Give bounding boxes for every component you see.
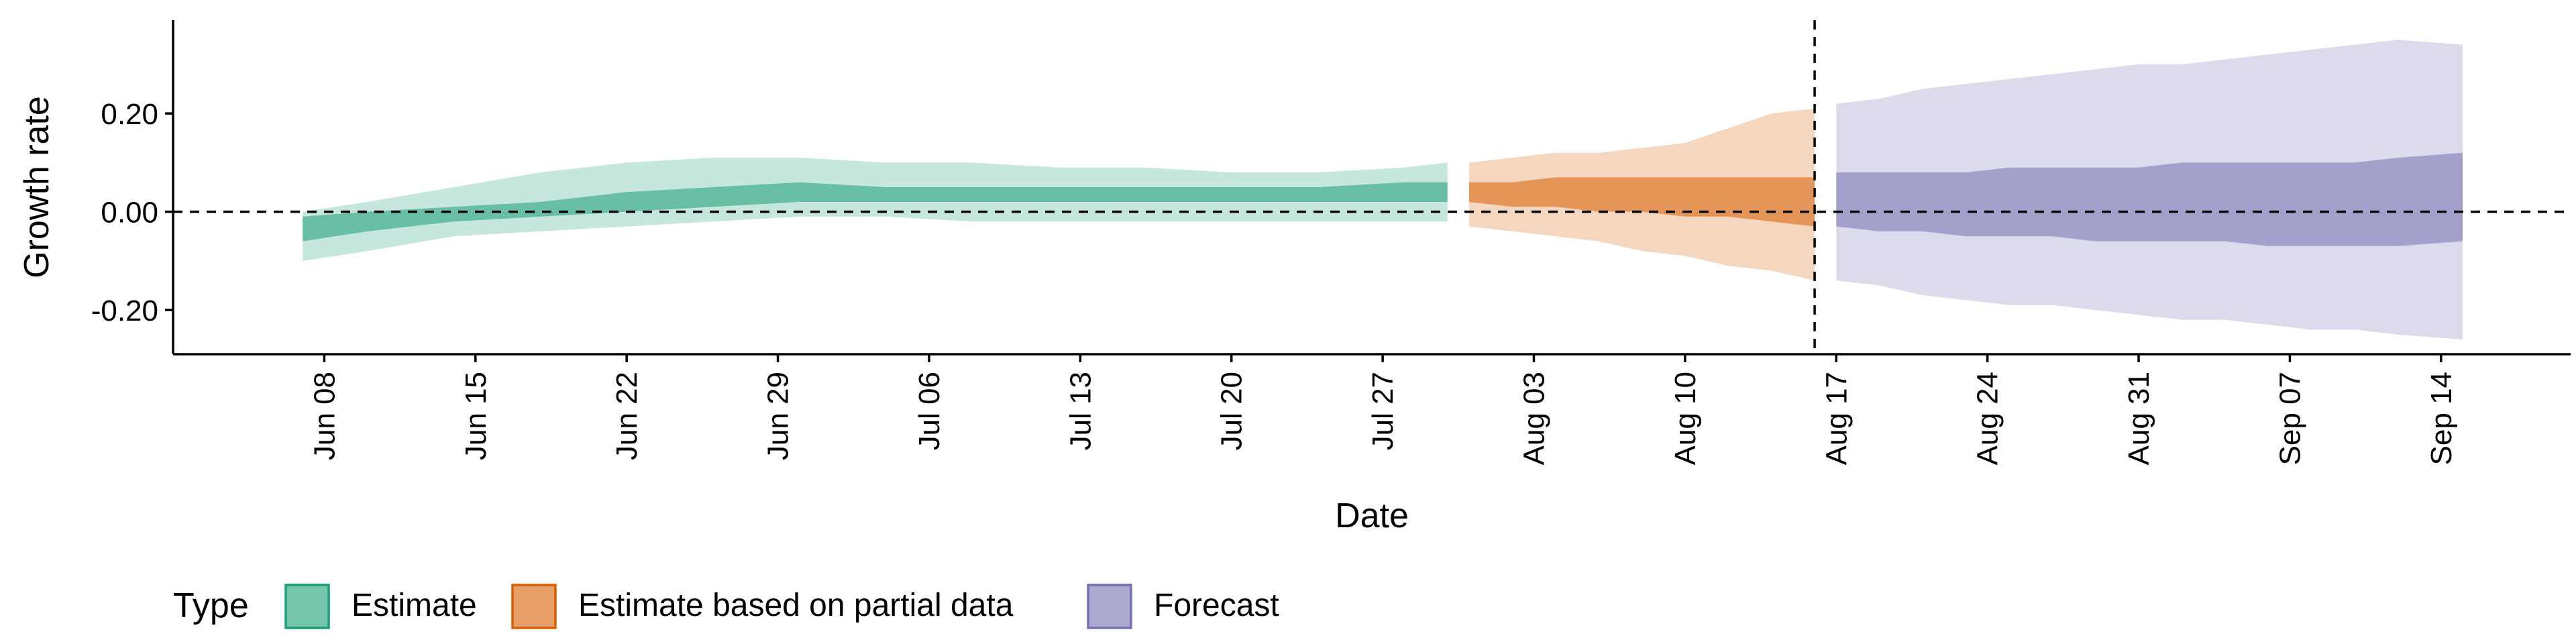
legend: Type Estimate Estimate based on partial da… (173, 584, 1279, 629)
x-tick-label: Aug 10 (1669, 372, 1702, 465)
band-50-estimate-based-on-partial-data (1468, 177, 1815, 227)
x-tick-label: Jul 27 (1366, 372, 1399, 450)
x-tick-label: Jun 15 (460, 372, 492, 460)
x-tick-label: Jul 13 (1064, 372, 1097, 450)
legend-swatch (511, 584, 557, 629)
band-50-forecast (1836, 152, 2463, 246)
x-tick-label: Jun 22 (610, 372, 643, 460)
x-tick-label: Sep 07 (2273, 372, 2306, 465)
band-90-estimate (303, 158, 1448, 261)
legend-swatch (284, 584, 330, 629)
legend-item: Estimate based on partial data (511, 584, 1014, 629)
x-tick-label: Aug 17 (1820, 372, 1853, 465)
legend-label: Forecast (1154, 588, 1279, 623)
legend-swatch (1087, 584, 1132, 629)
reference-lines (173, 20, 2571, 354)
band-50-estimate (303, 182, 1448, 241)
legend-item: Estimate (284, 584, 477, 629)
x-tick-label: Jul 20 (1216, 372, 1248, 450)
legend-item: Forecast (1087, 584, 1279, 629)
series-forecast (1836, 40, 2463, 340)
x-tick-label: Jun 08 (308, 372, 341, 460)
legend-label: Estimate based on partial data (578, 588, 1014, 623)
bands-layer (303, 40, 2463, 340)
axes: -0.20 0.00 0.20 Jun 08 Jun 15 Jun 22 Jun 29 Jul… (17, 20, 2571, 535)
series-estimate (303, 158, 1448, 261)
x-tick-label: Sep 14 (2425, 372, 2458, 465)
y-tick-label: 0.00 (101, 197, 158, 229)
legend-title: Type (173, 586, 249, 625)
x-tick-label: Jun 29 (762, 372, 795, 460)
series-estimate-based-on-partial-data (1468, 108, 1815, 281)
x-tick-label: Aug 24 (1972, 372, 2004, 465)
x-axis-title: Date (1335, 496, 1409, 535)
y-tick-label: 0.20 (101, 98, 158, 131)
x-tick-label: Jul 06 (913, 372, 946, 450)
y-axis-title: Growth rate (17, 96, 56, 278)
legend-label: Estimate (352, 588, 477, 623)
x-tick-label: Aug 03 (1517, 372, 1550, 465)
y-tick-label: -0.20 (91, 294, 158, 327)
x-tick-label: Aug 31 (2123, 372, 2155, 465)
